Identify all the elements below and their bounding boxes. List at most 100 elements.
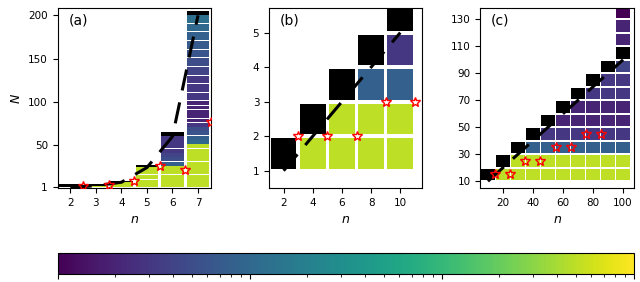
- Bar: [602, 61, 614, 72]
- Bar: [161, 153, 184, 157]
- Bar: [572, 142, 584, 153]
- Bar: [136, 175, 158, 177]
- Bar: [136, 185, 158, 187]
- Bar: [358, 35, 384, 65]
- Bar: [526, 128, 540, 140]
- Bar: [541, 155, 555, 167]
- Bar: [541, 169, 555, 180]
- Bar: [59, 184, 82, 187]
- Bar: [586, 142, 600, 153]
- Bar: [556, 142, 570, 153]
- Bar: [497, 169, 509, 180]
- Bar: [271, 138, 296, 169]
- Bar: [556, 128, 570, 140]
- Bar: [586, 128, 600, 140]
- Bar: [187, 32, 209, 40]
- Bar: [187, 105, 209, 109]
- Bar: [616, 47, 630, 59]
- Bar: [187, 11, 209, 15]
- Bar: [187, 84, 209, 92]
- Text: (a): (a): [68, 14, 88, 28]
- Bar: [358, 104, 384, 134]
- Bar: [187, 144, 209, 148]
- Bar: [110, 186, 132, 187]
- Bar: [556, 101, 570, 113]
- Bar: [586, 114, 600, 126]
- Bar: [526, 128, 540, 140]
- Bar: [572, 101, 584, 113]
- Bar: [616, 47, 630, 59]
- Bar: [187, 76, 209, 83]
- Bar: [161, 179, 184, 183]
- Bar: [136, 180, 158, 182]
- Bar: [616, 34, 630, 45]
- Bar: [572, 87, 584, 100]
- Bar: [387, 0, 413, 30]
- Bar: [187, 149, 209, 153]
- Bar: [187, 127, 209, 131]
- Bar: [541, 128, 555, 140]
- Bar: [511, 169, 525, 180]
- Bar: [161, 157, 184, 161]
- Bar: [526, 155, 540, 167]
- X-axis label: n: n: [342, 213, 349, 226]
- Bar: [136, 165, 158, 168]
- Bar: [602, 101, 614, 113]
- Bar: [187, 162, 209, 166]
- Bar: [136, 165, 158, 168]
- Bar: [586, 155, 600, 167]
- Bar: [511, 142, 525, 153]
- Bar: [602, 128, 614, 140]
- Bar: [187, 140, 209, 144]
- Bar: [110, 181, 132, 182]
- Bar: [136, 172, 158, 174]
- Bar: [497, 155, 509, 167]
- Bar: [84, 184, 107, 186]
- Bar: [616, 155, 630, 167]
- Bar: [187, 110, 209, 114]
- Bar: [187, 58, 209, 66]
- Bar: [602, 61, 614, 72]
- Bar: [602, 114, 614, 126]
- Bar: [329, 138, 355, 169]
- Y-axis label: N: N: [10, 94, 22, 103]
- Bar: [136, 177, 158, 180]
- Bar: [541, 114, 555, 126]
- Bar: [616, 61, 630, 72]
- Bar: [616, 87, 630, 100]
- Bar: [541, 142, 555, 153]
- Bar: [271, 138, 296, 169]
- Bar: [84, 184, 107, 186]
- Bar: [556, 155, 570, 167]
- Bar: [161, 132, 184, 136]
- Bar: [187, 93, 209, 100]
- Bar: [187, 131, 209, 135]
- Bar: [161, 166, 184, 170]
- Bar: [556, 101, 570, 113]
- Bar: [187, 24, 209, 31]
- Bar: [616, 20, 630, 32]
- Bar: [358, 69, 384, 100]
- Bar: [187, 157, 209, 161]
- Bar: [187, 50, 209, 57]
- Bar: [300, 104, 326, 134]
- Bar: [616, 6, 630, 18]
- Bar: [187, 101, 209, 105]
- Text: (b): (b): [280, 14, 300, 28]
- Bar: [586, 169, 600, 180]
- Bar: [602, 155, 614, 167]
- Bar: [586, 101, 600, 113]
- Bar: [110, 181, 132, 182]
- Bar: [616, 128, 630, 140]
- Bar: [511, 142, 525, 153]
- Bar: [616, 142, 630, 153]
- Bar: [387, 0, 413, 30]
- Bar: [110, 182, 132, 184]
- Bar: [602, 142, 614, 153]
- Bar: [358, 35, 384, 65]
- Bar: [187, 136, 209, 140]
- X-axis label: n: n: [131, 213, 138, 226]
- Bar: [602, 169, 614, 180]
- Bar: [541, 114, 555, 126]
- Bar: [586, 74, 600, 86]
